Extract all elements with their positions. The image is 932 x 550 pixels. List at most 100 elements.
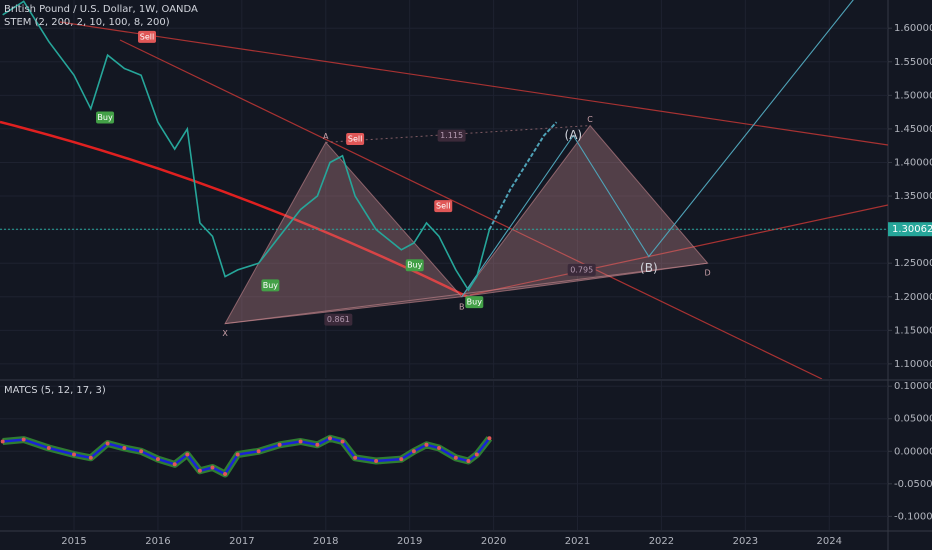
pattern-point-label: C <box>587 115 593 124</box>
ratio-box <box>437 129 466 142</box>
trend-curve <box>0 120 471 300</box>
indicator-point <box>0 439 5 444</box>
pattern-triangle <box>224 141 463 325</box>
y-tick-label: 1.40000 <box>894 157 932 168</box>
indicator-point <box>185 452 190 457</box>
wave-line <box>461 0 854 298</box>
indicator-point <box>105 441 110 446</box>
y-tick-label: 0.10000 <box>894 381 932 392</box>
indicator-point <box>172 462 177 467</box>
indicator-point <box>437 446 442 451</box>
x-tick-label: 2020 <box>481 536 506 547</box>
y-tick-label: 1.15000 <box>894 325 932 336</box>
indicator-point <box>487 436 492 441</box>
indicator-point <box>327 436 332 441</box>
x-tick-label: 2015 <box>61 536 86 547</box>
indicator-point <box>210 465 215 470</box>
y-tick-label: 1.10000 <box>894 359 932 370</box>
indicator-point <box>197 468 202 473</box>
y-tick-label: -0.10000 <box>894 511 932 522</box>
last-price-box <box>888 222 932 237</box>
wave-label: (A) <box>565 128 583 142</box>
indicator-point <box>235 452 240 457</box>
y-tick-label: 1.35000 <box>894 191 932 202</box>
indicator-point <box>72 452 77 457</box>
indicator-point <box>139 449 144 454</box>
signal-label: Buy <box>263 281 279 290</box>
indicator-point <box>453 455 458 460</box>
signal-label: Sell <box>436 202 450 211</box>
y-tick-label: 1.25000 <box>894 258 932 269</box>
trend-line <box>59 21 888 146</box>
pattern-leg <box>225 262 708 325</box>
price-line <box>2 0 491 292</box>
x-tick-label: 2021 <box>565 536 590 547</box>
x-tick-label: 2024 <box>817 536 842 547</box>
x-tick-label: 2023 <box>733 536 758 547</box>
buy-signal <box>96 111 115 124</box>
y-tick-label: 1.60000 <box>894 23 932 34</box>
x-tick-label: 2017 <box>229 536 254 547</box>
signal-label: Sell <box>140 32 154 41</box>
y-tick-label: 0.05000 <box>894 414 932 425</box>
pattern-point-label: X <box>222 329 228 338</box>
y-tick-label: 0.00000 <box>894 446 932 457</box>
y-tick-label: 1.45000 <box>894 124 932 135</box>
indicator-point <box>340 439 345 444</box>
indicator-title: STEM (2, 200, 2, 10, 100, 8, 200) <box>4 17 170 28</box>
y-tick-label: 1.20000 <box>894 292 932 303</box>
signal-label: Buy <box>407 261 423 270</box>
indicator-point <box>223 472 228 477</box>
indicator-point <box>277 442 282 447</box>
indicator-point <box>88 455 93 460</box>
pattern-point-label: A <box>323 132 329 141</box>
indicator-point <box>256 449 261 454</box>
last-price-label: 1.30062 <box>892 224 932 235</box>
indicator-point <box>315 442 320 447</box>
ratio-label: 0.795 <box>570 265 593 274</box>
sell-signal <box>138 30 157 43</box>
ratio-box <box>324 313 353 326</box>
pattern-leg <box>325 125 591 143</box>
ratio-box <box>567 263 596 276</box>
ratio-label: 0.861 <box>327 315 350 324</box>
indicator-point <box>424 442 429 447</box>
x-tick-label: 2018 <box>313 536 338 547</box>
indicator-point <box>122 446 127 451</box>
indicator-point <box>411 449 416 454</box>
indicator-point <box>21 437 26 442</box>
projection-line <box>488 121 558 231</box>
indicator-point <box>46 446 51 451</box>
indicator-point <box>353 455 358 460</box>
signal-label: Sell <box>348 134 362 143</box>
trend-line <box>469 204 888 296</box>
pattern-point-label: B <box>459 302 465 311</box>
y-tick-label: -0.05000 <box>894 479 932 490</box>
x-tick-label: 2022 <box>649 536 674 547</box>
x-tick-label: 2016 <box>145 536 170 547</box>
ratio-label: 1.115 <box>440 131 463 140</box>
buy-signal <box>405 259 424 272</box>
sell-signal <box>434 200 453 213</box>
indicator-point <box>155 457 160 462</box>
trend-line <box>119 39 823 379</box>
x-tick-label: 2019 <box>397 536 422 547</box>
price-pane: X A B C D 0.861 1.115 0.795 (A) (B) Sell Sell Sell Bu… <box>0 0 888 379</box>
signal-label: Buy <box>97 113 113 122</box>
indicator-point <box>298 439 303 444</box>
buy-signal <box>261 279 280 292</box>
chart-title: British Pound / U.S. Dollar, 1W, OANDA <box>4 4 198 15</box>
y-tick-label: 1.55000 <box>894 57 932 68</box>
sell-signal <box>346 132 365 145</box>
buy-signal <box>465 296 484 309</box>
signal-label: Buy <box>467 298 483 307</box>
indicator-pane <box>0 381 888 530</box>
indicator-point <box>474 452 479 457</box>
indicator-point <box>399 457 404 462</box>
y-tick-label: 1.50000 <box>894 90 932 101</box>
indicator-point <box>374 459 379 464</box>
indicator-title: MATCS (5, 12, 17, 3) <box>4 385 106 396</box>
wave-label: (B) <box>640 261 658 275</box>
pattern-point-label: D <box>704 269 710 278</box>
